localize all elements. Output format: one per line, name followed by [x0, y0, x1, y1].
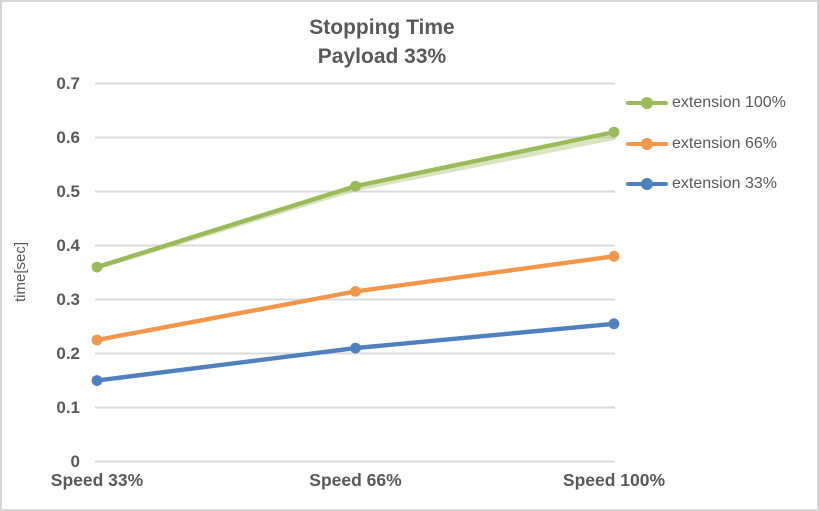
y-tick-label-0.2: 0.2 [56, 343, 80, 363]
y-tick-label-0.3: 0.3 [56, 289, 80, 309]
legend-label: extension 66% [672, 134, 777, 152]
data-point-extension-100--speed-33-[interactable] [91, 261, 103, 273]
y-tick-label-0.5: 0.5 [56, 181, 80, 201]
data-point-extension-33--speed-66-[interactable] [350, 342, 361, 354]
data-point-extension-100--speed-100-[interactable] [608, 126, 620, 138]
series-line-ghost[interactable] [94, 135, 617, 270]
legend-marker-icon-extension-100- [625, 92, 669, 114]
chart-title: Stopping Time [309, 16, 455, 39]
data-point-extension-33--speed-100-[interactable] [608, 318, 620, 330]
y-tick-label-0: 0 [70, 451, 80, 471]
data-point-extension-66--speed-33-[interactable] [91, 334, 103, 346]
data-point-extension-33--speed-33-[interactable] [91, 375, 103, 386]
data-point-extension-100--speed-66-[interactable] [350, 180, 361, 192]
y-tick-label-0.1: 0.1 [56, 397, 80, 417]
legend-item-extension-66-[interactable]: extension 66% [625, 133, 777, 155]
legend-marker-icon-extension-66- [625, 133, 669, 155]
series-line-extension-66-[interactable] [94, 254, 617, 343]
legend-marker-icon-extension-33- [625, 173, 669, 195]
data-point-extension-66--speed-100-[interactable] [608, 250, 620, 262]
y-tick-label-0.7: 0.7 [56, 73, 80, 93]
y-axis-title: time[sec] [12, 242, 29, 303]
x-tick-label-speed-100-: Speed 100% [562, 470, 666, 490]
x-tick-label-speed-66-: Speed 66% [309, 470, 402, 490]
legend-item-extension-33-[interactable]: extension 33% [625, 173, 777, 195]
chart-title-block: Stopping Time Payload 33% [72, 13, 692, 71]
legend-item-extension-100-[interactable]: extension 100% [625, 92, 786, 114]
y-tick-label-0.4: 0.4 [56, 235, 80, 255]
y-tick-label-0.6: 0.6 [56, 127, 80, 147]
legend-label: extension 100% [672, 94, 786, 111]
legend-label: extension 33% [672, 175, 777, 192]
chart-subtitle: Payload 33% [317, 45, 447, 68]
data-point-extension-66--speed-66-[interactable] [350, 286, 361, 297]
x-tick-label-speed-33-: Speed 33% [50, 470, 144, 490]
